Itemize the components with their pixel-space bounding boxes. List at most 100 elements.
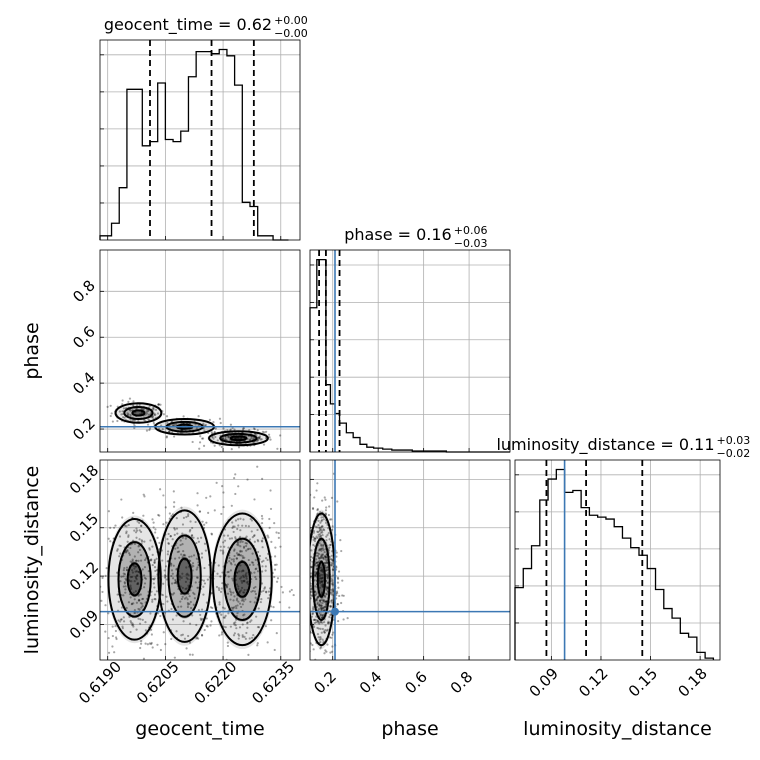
sample-point bbox=[234, 473, 237, 476]
sample-point bbox=[331, 559, 334, 562]
sample-point bbox=[257, 438, 260, 441]
sample-point bbox=[310, 591, 312, 594]
sample-point bbox=[320, 549, 323, 552]
sample-point bbox=[262, 443, 266, 446]
sample-point bbox=[151, 646, 154, 649]
density-fill bbox=[219, 433, 258, 443]
sample-point bbox=[219, 575, 222, 578]
hist-title-phase: phase = 0.16 bbox=[344, 225, 451, 244]
sample-point bbox=[317, 552, 321, 556]
sample-point bbox=[212, 420, 215, 424]
sample-point bbox=[301, 585, 303, 587]
sample-point bbox=[140, 640, 143, 643]
sample-point bbox=[323, 562, 327, 565]
sample-point bbox=[331, 528, 334, 531]
sample-point bbox=[141, 597, 144, 601]
sample-point bbox=[129, 560, 132, 563]
sample-point bbox=[172, 592, 176, 595]
sample-point bbox=[325, 559, 328, 563]
sample-point bbox=[201, 437, 205, 440]
sample-point bbox=[275, 632, 278, 635]
sample-point bbox=[181, 543, 184, 546]
sample-point bbox=[137, 559, 140, 562]
sample-point bbox=[151, 600, 154, 603]
sample-point bbox=[121, 627, 124, 630]
sample-point bbox=[226, 592, 230, 595]
sample-point bbox=[241, 556, 244, 560]
sample-point bbox=[145, 557, 148, 560]
sample-point bbox=[311, 643, 314, 647]
sample-point bbox=[178, 576, 182, 579]
sample-point bbox=[133, 567, 136, 570]
sample-point bbox=[220, 633, 223, 636]
sample-point bbox=[118, 555, 121, 558]
sample-point bbox=[316, 662, 318, 664]
sample-point bbox=[308, 618, 310, 620]
sample-point bbox=[321, 533, 324, 537]
sample-point bbox=[241, 524, 244, 527]
sample-point bbox=[247, 653, 250, 657]
sample-point bbox=[224, 436, 227, 439]
sample-point bbox=[315, 558, 318, 561]
sample-point bbox=[221, 549, 225, 552]
sample-point bbox=[249, 517, 252, 521]
sample-point bbox=[320, 576, 323, 580]
sample-point bbox=[249, 547, 252, 550]
sample-point bbox=[200, 633, 204, 637]
sample-point bbox=[268, 526, 271, 529]
sample-point bbox=[166, 553, 169, 556]
sample-point bbox=[177, 550, 181, 553]
sample-point bbox=[239, 517, 242, 520]
sample-point bbox=[325, 585, 328, 588]
sample-point bbox=[128, 397, 132, 400]
sample-point bbox=[221, 606, 225, 609]
sample-point bbox=[152, 420, 155, 423]
sample-point bbox=[141, 618, 144, 622]
sample-point bbox=[320, 519, 323, 523]
sample-point bbox=[249, 600, 252, 603]
sample-point bbox=[146, 410, 150, 413]
sample-point bbox=[320, 580, 323, 583]
sample-point bbox=[315, 592, 318, 595]
sample-point bbox=[116, 549, 119, 552]
sample-point bbox=[228, 537, 231, 540]
sample-point bbox=[320, 631, 323, 634]
sample-point bbox=[252, 563, 255, 567]
sample-point bbox=[127, 534, 130, 537]
sample-point bbox=[321, 576, 324, 580]
sample-point bbox=[168, 512, 171, 515]
sample-point bbox=[191, 440, 194, 444]
sample-point bbox=[187, 634, 190, 638]
sample-point bbox=[262, 559, 265, 562]
sample-point bbox=[306, 527, 308, 529]
sample-point bbox=[316, 621, 319, 624]
sample-point bbox=[227, 570, 230, 573]
sample-point bbox=[153, 412, 156, 415]
sample-point bbox=[138, 548, 142, 552]
sample-point bbox=[255, 577, 258, 581]
density-fill bbox=[176, 556, 193, 596]
sample-point bbox=[328, 621, 331, 624]
sample-point bbox=[310, 555, 313, 559]
sample-point bbox=[111, 645, 114, 648]
sample-point bbox=[322, 515, 325, 519]
sample-point bbox=[321, 614, 325, 617]
x-axis-label-geocent_time: geocent_time bbox=[135, 718, 264, 740]
sample-point bbox=[170, 582, 174, 585]
sample-point bbox=[319, 604, 322, 608]
sample-point bbox=[122, 585, 125, 588]
sample-point bbox=[181, 556, 184, 559]
sample-point bbox=[230, 504, 233, 507]
sample-point bbox=[141, 604, 144, 608]
sample-point bbox=[225, 584, 228, 587]
sample-point bbox=[258, 435, 262, 438]
sample-point bbox=[306, 602, 308, 604]
sample-point bbox=[139, 646, 142, 650]
sample-point bbox=[137, 551, 140, 554]
sample-point bbox=[137, 545, 140, 548]
sample-point bbox=[341, 594, 344, 597]
sample-point bbox=[324, 558, 327, 561]
sample-point bbox=[127, 601, 131, 604]
y-axis-label-luminosity_distance: luminosity_distance bbox=[21, 466, 43, 655]
sample-point bbox=[246, 621, 249, 624]
